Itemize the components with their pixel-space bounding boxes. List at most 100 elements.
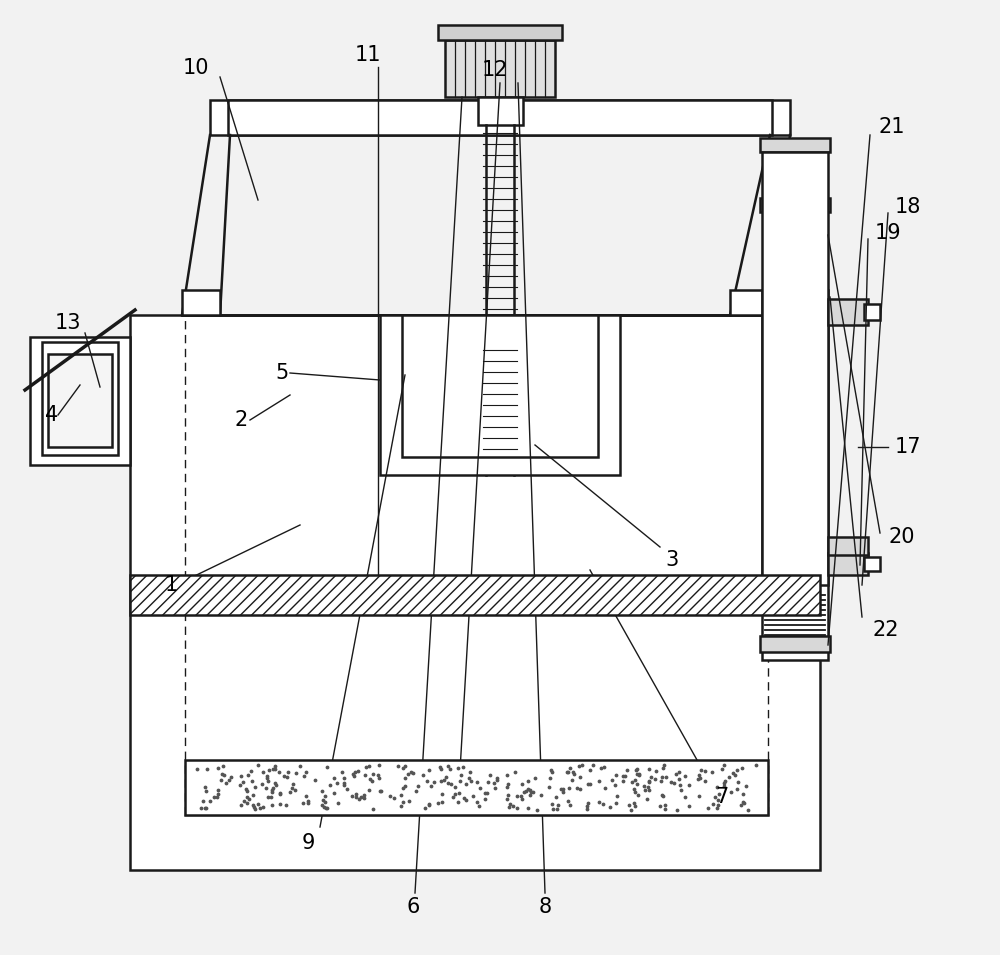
Point	[580, 796, 596, 811]
Point	[334, 765, 350, 780]
Point	[555, 781, 571, 796]
Point	[336, 777, 352, 793]
Point	[447, 787, 463, 802]
Point	[395, 795, 411, 810]
Point	[692, 771, 708, 786]
Point	[421, 797, 437, 813]
Bar	[864, 305, 880, 320]
Point	[445, 790, 461, 805]
Point	[250, 757, 266, 773]
Point	[443, 776, 459, 792]
Point	[657, 802, 673, 817]
Text: 8: 8	[538, 897, 552, 917]
Point	[562, 797, 578, 813]
Point	[565, 764, 581, 779]
Point	[246, 799, 262, 815]
Point	[525, 785, 541, 800]
Point	[254, 776, 270, 792]
Point	[451, 785, 467, 800]
Point	[543, 762, 559, 777]
Point	[419, 774, 435, 789]
Point	[267, 775, 283, 790]
Point	[243, 763, 259, 778]
Point	[241, 792, 257, 807]
Point	[198, 783, 214, 798]
Point	[264, 797, 280, 813]
Point	[697, 764, 713, 779]
Bar	[760, 198, 830, 212]
Point	[629, 761, 645, 776]
Point	[348, 789, 364, 804]
Point	[239, 795, 255, 810]
Point	[628, 763, 644, 778]
Point	[486, 775, 502, 791]
Point	[240, 767, 256, 782]
Bar	[762, 290, 828, 660]
Point	[433, 761, 449, 776]
Point	[641, 782, 657, 797]
Point	[233, 769, 249, 784]
Text: 6: 6	[406, 897, 420, 917]
Point	[267, 758, 283, 774]
Point	[738, 779, 754, 795]
Point	[197, 779, 213, 795]
Point	[434, 786, 450, 801]
Point	[607, 777, 623, 793]
Point	[671, 764, 687, 779]
Bar	[130, 575, 820, 615]
Point	[358, 760, 374, 775]
Point	[735, 795, 751, 810]
Point	[215, 758, 231, 774]
Point	[730, 775, 746, 790]
Point	[669, 802, 685, 817]
Point	[509, 788, 525, 803]
Point	[365, 801, 381, 817]
Point	[513, 789, 529, 804]
Point	[397, 758, 413, 774]
Point	[326, 786, 342, 801]
Point	[572, 770, 588, 785]
Point	[235, 775, 251, 790]
Bar	[828, 299, 868, 326]
Point	[361, 758, 377, 774]
Point	[654, 769, 670, 784]
Bar	[760, 636, 830, 652]
Point	[690, 772, 706, 787]
Point	[643, 769, 659, 784]
Point	[264, 784, 280, 799]
Text: 7: 7	[715, 787, 728, 807]
Point	[223, 770, 239, 785]
Point	[206, 790, 222, 805]
Point	[317, 789, 333, 804]
Text: 19: 19	[875, 223, 902, 243]
Point	[629, 766, 645, 781]
Point	[500, 776, 516, 792]
Point	[209, 790, 225, 805]
Point	[717, 773, 733, 788]
Point	[356, 787, 372, 802]
Point	[361, 783, 377, 798]
Point	[608, 795, 624, 810]
Point	[562, 760, 578, 775]
Point	[433, 774, 449, 789]
Point	[401, 794, 417, 809]
Point	[372, 783, 388, 798]
Point	[653, 773, 669, 788]
Point	[502, 796, 518, 811]
Point	[710, 797, 726, 813]
Point	[430, 796, 446, 811]
Text: 9: 9	[301, 833, 315, 853]
Point	[458, 793, 474, 808]
Point	[609, 789, 625, 804]
Point	[501, 799, 517, 815]
Point	[520, 773, 536, 788]
Bar	[130, 315, 820, 870]
Point	[373, 783, 389, 798]
Bar	[760, 138, 830, 152]
Point	[292, 758, 308, 774]
Point	[233, 797, 249, 813]
Point	[436, 773, 452, 788]
Point	[469, 774, 485, 789]
Bar	[478, 97, 523, 125]
Point	[336, 775, 352, 791]
